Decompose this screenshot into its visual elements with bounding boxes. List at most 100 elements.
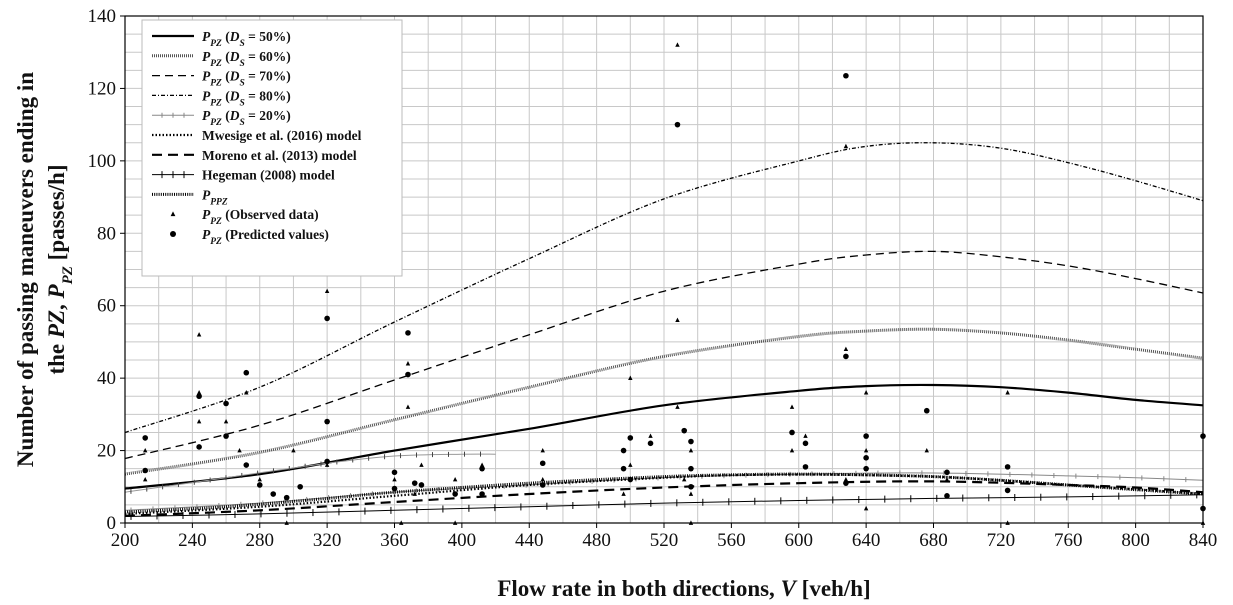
predicted-point [627,435,634,441]
y-tick-label: 140 [88,6,117,27]
legend-label: PPZ (Predicted values) [202,227,329,247]
y-axis-title-line2: the PZ, PPZ [passes/h] [44,164,76,374]
observed-point [628,462,633,467]
predicted-point [142,467,149,474]
observed-point [257,476,262,482]
legend-item: PPZ (Predicted values) [170,227,329,247]
observed-point [540,476,545,482]
observed-point [944,476,950,482]
predicted-point [863,455,869,461]
legend-item: Mwesige et al. (2016) model [152,128,362,143]
y-tick-label: 0 [107,513,117,534]
x-axis-ticks: 200 240 280 320 360 400 440 480 520 560 600 640 680 7… [111,523,1217,551]
predicted-point [627,476,634,483]
predicted-point [688,483,694,490]
observed-point [196,419,202,424]
x-tick-label: 520 [650,530,679,551]
series-0 [124,383,1204,490]
predicted-point [539,482,546,488]
legend-box [141,19,403,277]
observed-point [789,404,795,409]
observed-point [170,211,176,217]
legend-item: PPPZ [152,187,228,207]
predicted-point [539,460,546,467]
y-tick-label: 40 [97,368,116,389]
observed-point [688,491,694,496]
predicted-point [688,465,694,472]
series-8 [124,472,1204,514]
y-axis-title: Number of passing maneuvers ending in the… [13,72,76,467]
legend-label: PPZ (DS = 50%) [202,29,291,49]
observed-point [789,447,795,453]
predicted-point [647,440,654,447]
legend-item: PPZ (DS = 60%) [152,49,291,69]
predicted-point [297,483,303,490]
predicted-point [479,465,485,472]
observed-point [223,419,229,424]
x-tick-label: 320 [313,530,342,551]
observed-point [648,433,653,438]
y-tick-label: 80 [97,223,116,244]
x-tick-label: 480 [582,530,611,551]
series-2 [124,250,1204,460]
observed-point [324,462,330,467]
predicted-point [688,438,694,445]
scatter-0 [143,42,1206,525]
predicted-point [223,400,229,407]
scatter-layer [142,42,1206,525]
legend-item: Hegeman (2008) model [152,168,335,183]
legend: PPZ (DS = 50%)PPZ (DS = 60%)PPZ (DS = 70… [141,19,403,277]
series-layer [124,142,1204,520]
predicted-point [411,480,418,486]
x-tick-label: 600 [785,530,814,551]
series-line [124,327,1204,476]
predicted-point [944,469,950,476]
observed-point [237,447,242,453]
legend-label: PPZ (Observed data) [202,207,319,227]
predicted-point [324,458,330,465]
predicted-point [843,72,849,79]
observed-point [452,476,458,482]
legend-item: PPZ (DS = 80%) [152,88,291,108]
legend-item: PPZ (DS = 50%) [152,29,291,49]
legend-item: PPZ (DS = 20%) [152,108,291,128]
legend-label: Moreno et al. (2013) model [202,148,357,163]
predicted-point [270,491,277,497]
scatter-1 [142,72,1206,512]
series-extra-0 [124,451,496,494]
x-tick-label: 640 [852,530,881,551]
observed-point [863,505,869,511]
legend-item: PPZ (DS = 70%) [152,69,291,89]
observed-point [675,42,680,47]
x-tick-label: 240 [178,530,207,551]
x-tick-label: 280 [246,530,275,551]
series-1 [124,327,1204,476]
observed-point [405,361,411,366]
x-tick-label: 560 [717,530,746,551]
observed-point [843,346,849,351]
observed-point [924,447,929,453]
observed-point [803,433,808,438]
predicted-point [256,482,263,488]
observed-point [244,390,249,395]
predicted-point [196,393,202,400]
legend-label: PPZ (DS = 80%) [202,88,291,108]
predicted-point [243,369,250,376]
observed-point [479,462,485,467]
predicted-point [944,493,950,499]
observed-point [863,390,869,395]
predicted-point [324,315,330,322]
series-line [124,472,1204,514]
y-axis-ticks: 0 20 40 60 80 100 120 140 [88,6,125,534]
predicted-point [681,427,688,434]
predicted-point [391,485,398,492]
observed-point [628,375,633,380]
predicted-point [863,465,869,472]
observed-point [843,143,849,149]
predicted-point [843,353,849,360]
series-line [124,494,1204,517]
series-line [124,473,1204,515]
predicted-point [802,440,809,447]
observed-point [675,317,680,323]
